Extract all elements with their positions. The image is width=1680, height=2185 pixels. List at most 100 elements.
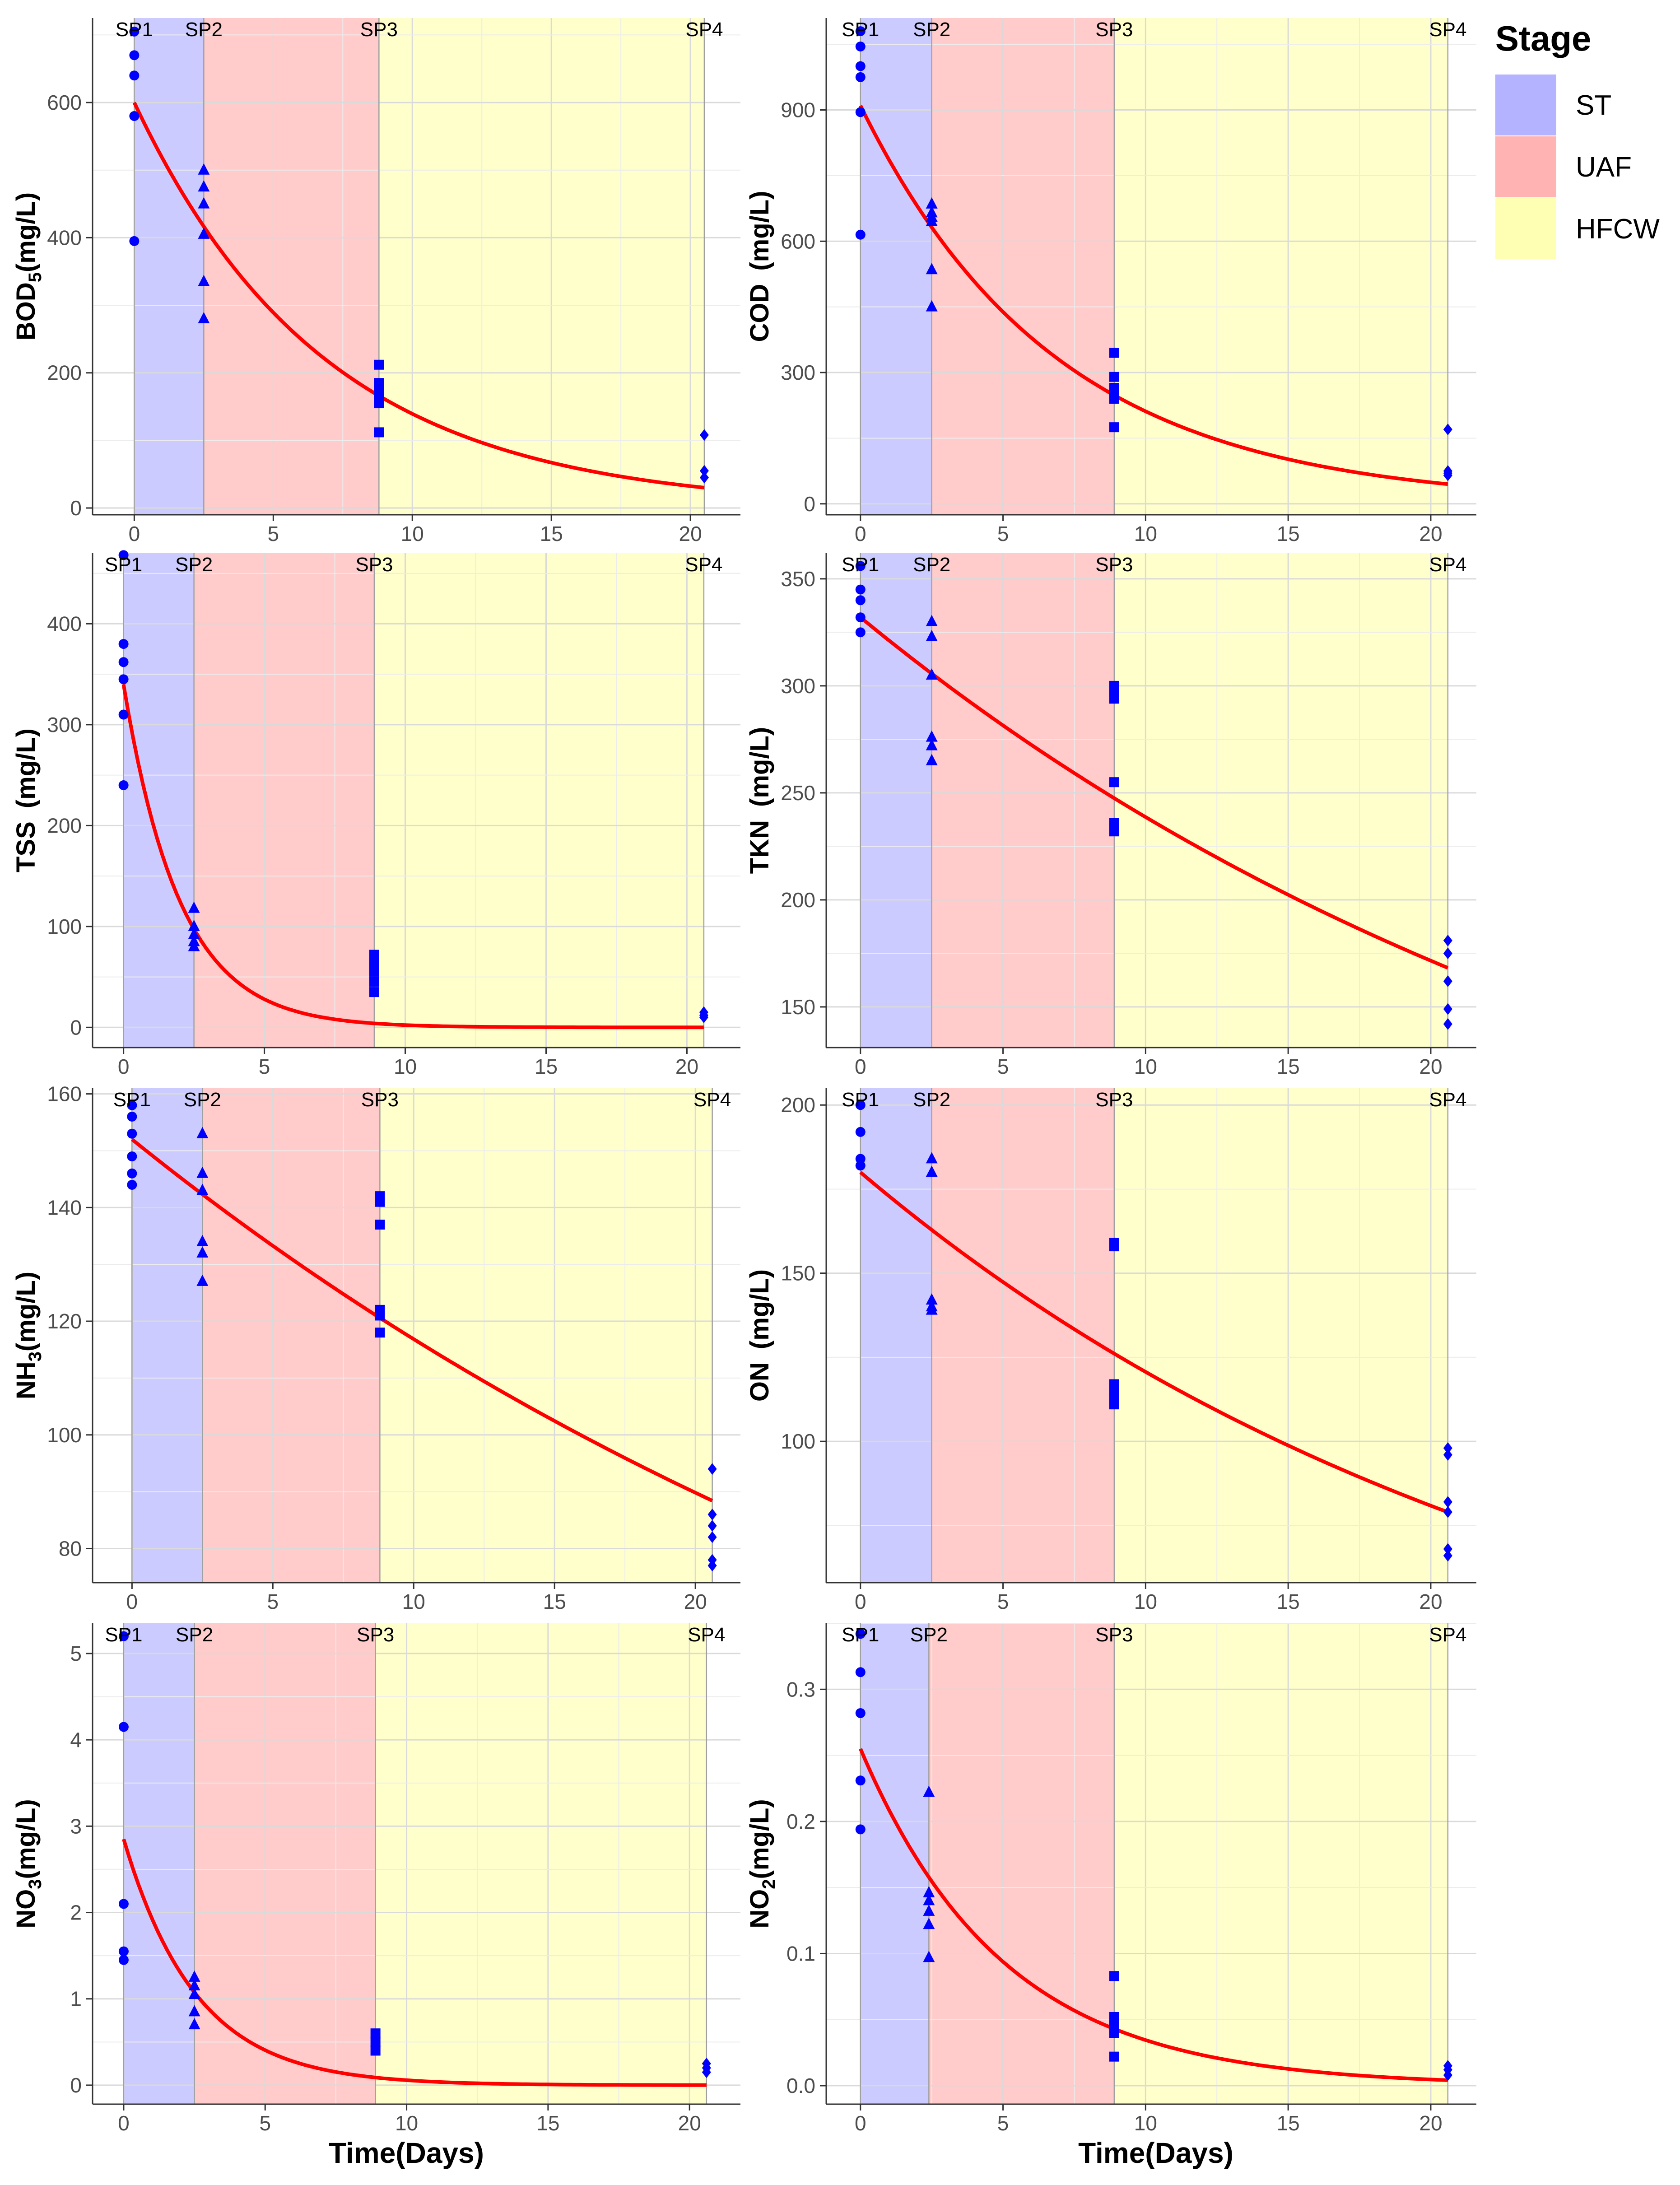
fit-curve-cod xyxy=(859,105,1448,486)
y-tick-label: 200 xyxy=(47,814,82,837)
data-point-sp2 xyxy=(923,1894,935,1905)
y-axis-title-subscript: 2 xyxy=(759,1879,779,1889)
data-point-sp4 xyxy=(1443,469,1452,481)
sampling-label-sp1: SP1 xyxy=(105,1624,142,1646)
x-tick-label: 15 xyxy=(1277,1055,1300,1078)
y-tick-label: 0 xyxy=(70,1016,82,1039)
stage-band-uaf-cod xyxy=(931,18,1114,515)
data-point-sp1 xyxy=(855,1824,866,1835)
sampling-label-sp4: SP4 xyxy=(1429,554,1466,576)
data-point-sp2 xyxy=(923,1886,935,1897)
data-point-sp3 xyxy=(1109,1971,1119,1981)
x-tick-label: 10 xyxy=(1134,1055,1157,1078)
data-point-sp2 xyxy=(926,754,938,765)
x-tick-label: 20 xyxy=(675,1055,698,1078)
y-axis-title-no2: NO2(mg/L) xyxy=(745,1799,779,1928)
sampling-label-sp1: SP1 xyxy=(105,554,142,576)
y-axis-title-main: NO xyxy=(11,1889,41,1929)
fit-curve-bod5 xyxy=(132,102,705,489)
data-point-sp1 xyxy=(855,1127,866,1137)
y-tick-label: 4 xyxy=(70,1728,82,1752)
y-axis-title-on: ON (mg/L) xyxy=(745,1269,774,1402)
data-point-sp2 xyxy=(198,227,210,239)
y-tick-label: 400 xyxy=(47,226,82,249)
panel-no2: 0 5 10 15 20 0.0 0.1 0.2 0.3 NO2(mg/L) SP1 SP2 SP3 SP… xyxy=(745,1623,1476,2135)
x-tick-label: 15 xyxy=(540,522,563,545)
data-point-sp4 xyxy=(1443,1449,1452,1461)
data-point-sp2 xyxy=(926,730,938,742)
data-point-sp1 xyxy=(118,639,129,649)
data-point-sp2 xyxy=(926,263,938,275)
x-tick-label: 5 xyxy=(997,1055,1009,1078)
data-point-sp3 xyxy=(374,359,384,370)
x-tick-label: 10 xyxy=(394,1055,417,1078)
data-point-sp3 xyxy=(1109,1241,1119,1252)
data-point-sp1 xyxy=(855,612,866,623)
x-tick-label: 5 xyxy=(259,2111,271,2135)
y-axis-title-main: NH xyxy=(11,1361,41,1399)
data-point-sp2 xyxy=(923,1951,935,1962)
data-point-sp4 xyxy=(1443,424,1452,436)
y-tick-label: 3 xyxy=(70,1814,82,1838)
data-point-sp1 xyxy=(129,111,140,121)
stage-band-uaf-nh3 xyxy=(202,1088,380,1583)
y-axis-title-units: (mg/L) xyxy=(11,1272,41,1351)
data-point-sp1 xyxy=(855,584,866,595)
y-tick-label: 400 xyxy=(47,612,82,635)
data-point-sp4 xyxy=(1443,1543,1452,1555)
data-point-sp1 xyxy=(127,1151,137,1162)
y-axis-title-main: ON xyxy=(745,1362,774,1402)
y-axis-title-main: NO xyxy=(745,1889,774,1929)
data-point-sp3 xyxy=(1109,372,1119,382)
x-tick-label: 5 xyxy=(259,1055,270,1078)
data-point-sp3 xyxy=(1109,348,1119,358)
sampling-label-sp3: SP3 xyxy=(355,554,393,576)
x-tick-label: 15 xyxy=(535,1055,558,1078)
y-axis-title-units: (mg/L) xyxy=(745,1799,774,1879)
data-point-sp3 xyxy=(1109,2028,1119,2038)
sampling-label-sp4: SP4 xyxy=(693,1089,731,1111)
data-point-sp1 xyxy=(129,236,140,246)
y-tick-label: 600 xyxy=(47,91,82,114)
data-point-sp2 xyxy=(923,1904,935,1916)
data-point-sp1 xyxy=(855,1708,866,1718)
data-point-sp2 xyxy=(926,1303,938,1315)
fit-curve-nh3 xyxy=(130,1138,713,1503)
y-tick-label: 0.3 xyxy=(786,1677,815,1701)
data-point-sp4 xyxy=(1443,1506,1452,1518)
stage-band-uaf-no2 xyxy=(929,1623,1114,2104)
data-point-sp2 xyxy=(196,1166,209,1178)
sampling-label-sp1: SP1 xyxy=(842,1089,879,1111)
data-point-sp4 xyxy=(1443,975,1452,988)
data-point-sp4 xyxy=(699,465,709,477)
y-axis-title-units: (mg/L) xyxy=(745,191,774,284)
data-point-sp1 xyxy=(118,1946,129,1957)
y-axis-title-subscript: 3 xyxy=(25,1351,45,1361)
stage-band-uaf-tkn xyxy=(931,553,1114,1048)
x-tick-label: 20 xyxy=(1419,1055,1442,1078)
stage-band-st-bod5 xyxy=(134,18,204,515)
y-axis-title-units: (mg/L) xyxy=(11,192,41,272)
data-point-sp2 xyxy=(188,919,200,931)
data-point-sp1 xyxy=(127,1179,137,1190)
data-point-sp3 xyxy=(375,1220,385,1230)
y-axis-title-tss: TSS (mg/L) xyxy=(11,728,41,872)
x-tick-label: 0 xyxy=(855,522,866,545)
x-tick-label: 20 xyxy=(1419,2111,1442,2135)
data-point-sp3 xyxy=(1109,422,1119,433)
data-point-sp4 xyxy=(1443,1550,1452,1562)
panel-tkn: 0 5 10 15 20 150 200 250 300 350 TKN (mg/L) SP1 SP2 S… xyxy=(745,553,1476,1078)
data-point-sp2 xyxy=(926,1293,938,1305)
x-tick-label: 0 xyxy=(118,2111,130,2135)
x-tick-label: 0 xyxy=(129,522,140,545)
y-tick-label: 200 xyxy=(781,888,815,912)
data-point-sp3 xyxy=(1109,2051,1119,2062)
data-point-sp3 xyxy=(374,398,384,409)
y-axis-title-bod5: BOD5(mg/L) xyxy=(11,192,45,340)
data-point-sp1 xyxy=(855,1100,866,1110)
stage-band-uaf-tss xyxy=(194,553,374,1048)
x-tick-label: 0 xyxy=(855,1055,866,1078)
stage-band-hfcw-on xyxy=(1114,1088,1448,1583)
